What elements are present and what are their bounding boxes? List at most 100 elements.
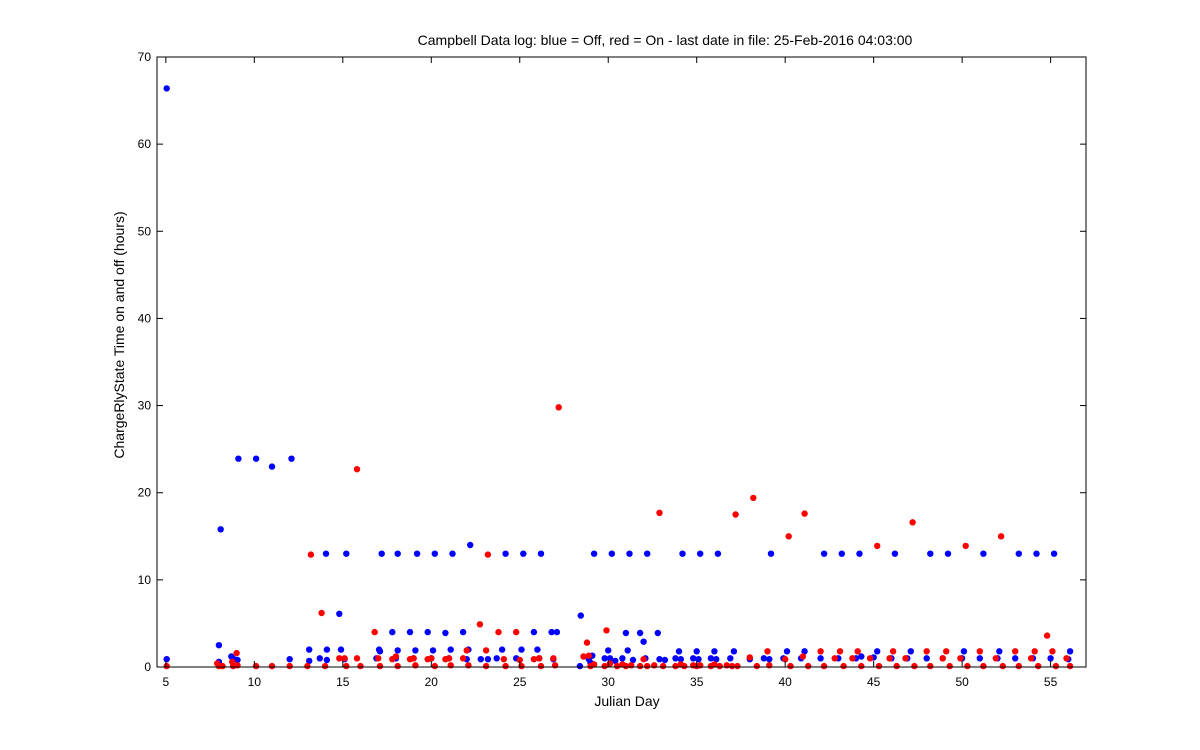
data-point-series-1-37	[463, 647, 470, 654]
data-point-series-1-63	[613, 662, 621, 670]
data-point-series-0-43	[459, 628, 467, 636]
data-point-series-0-95	[714, 550, 722, 557]
data-point-series-1-44	[500, 656, 507, 663]
data-point-series-1-103	[854, 648, 861, 655]
data-point-series-1-20	[357, 662, 364, 670]
data-point-series-1-86	[746, 654, 753, 661]
data-point-series-1-117	[943, 648, 950, 655]
data-point-series-1-95	[801, 510, 808, 517]
data-point-series-1-73	[672, 662, 679, 670]
data-point-series-0-51	[502, 550, 509, 557]
data-point-series-1-81	[716, 662, 723, 670]
data-point-series-0-27	[389, 628, 396, 636]
data-point-series-0-93	[707, 655, 715, 662]
x-tick-label-4: 25	[513, 675, 527, 689]
data-point-series-1-102	[849, 655, 856, 662]
data-point-series-1-108	[886, 655, 893, 662]
data-point-series-1-52	[550, 655, 557, 662]
data-point-series-1-38	[465, 662, 472, 669]
data-point-series-0-92	[695, 656, 702, 663]
x-tick-label-8: 45	[867, 675, 881, 689]
data-point-series-1-57	[585, 652, 592, 659]
data-point-series-0-44	[467, 541, 474, 549]
chart-title: Campbell Data log: blue = Off, red = On …	[418, 32, 913, 48]
data-point-series-1-66	[628, 662, 635, 669]
data-point-series-1-80	[711, 661, 718, 668]
y-tick-label-1: 10	[138, 573, 152, 587]
data-point-series-1-39	[476, 621, 484, 628]
data-point-series-1-115	[927, 662, 934, 670]
data-point-series-1-134	[1052, 662, 1060, 670]
data-point-series-1-28	[410, 655, 417, 662]
data-point-series-1-31	[428, 655, 435, 662]
data-point-series-1-111	[902, 655, 909, 662]
data-point-series-1-61	[603, 627, 610, 634]
data-point-series-0-56	[534, 646, 541, 653]
data-point-series-0-98	[730, 648, 738, 655]
data-point-series-0-85	[672, 655, 679, 662]
data-point-series-1-41	[484, 551, 492, 558]
y-tick-label-2: 20	[138, 486, 152, 500]
data-point-series-0-88	[677, 656, 684, 663]
data-point-series-0-71	[605, 647, 612, 654]
data-point-series-1-70	[651, 662, 658, 669]
data-point-series-0-96	[713, 656, 720, 663]
data-point-series-1-75	[681, 662, 688, 670]
data-point-series-1-32	[431, 662, 438, 670]
data-point-series-0-9	[252, 455, 260, 462]
data-point-series-0-74	[622, 629, 630, 637]
data-point-series-1-36	[459, 655, 467, 662]
data-point-series-0-57	[537, 550, 545, 557]
data-point-series-0-47	[477, 656, 484, 663]
data-point-series-1-26	[394, 662, 401, 670]
points-layer	[163, 85, 1074, 670]
data-point-series-1-132	[1043, 632, 1051, 639]
data-point-series-0-13	[306, 646, 313, 653]
data-point-series-0-36	[431, 550, 438, 557]
y-axis: 0 10 20 30 40 50 60 70	[138, 50, 1086, 674]
data-point-series-1-23	[376, 662, 384, 670]
data-point-series-1-3	[219, 662, 226, 670]
data-point-series-0-72	[612, 657, 619, 665]
data-point-series-0-103	[783, 648, 791, 655]
data-point-series-0-121	[927, 550, 934, 557]
data-point-series-1-91	[782, 656, 789, 663]
data-point-series-0-7	[234, 656, 241, 664]
data-point-series-0-79	[640, 638, 647, 645]
data-point-series-1-45	[502, 662, 509, 670]
data-point-series-0-94	[711, 648, 718, 655]
data-point-series-0-125	[960, 648, 968, 655]
data-point-series-1-105	[866, 655, 874, 662]
data-point-series-0-35	[424, 628, 431, 636]
data-point-series-0-55	[530, 628, 538, 636]
data-point-series-1-59	[590, 661, 598, 668]
data-point-series-0-107	[817, 655, 824, 662]
data-point-series-1-19	[353, 655, 361, 662]
data-point-series-0-131	[1015, 550, 1022, 557]
x-tick-label-9: 50	[955, 675, 969, 689]
data-point-series-0-25	[376, 648, 384, 655]
data-point-series-1-56	[583, 639, 591, 646]
data-point-series-1-84	[732, 511, 739, 518]
x-axis-label: Julian Day	[594, 693, 659, 709]
x-axis: 5 10 15 20 25 30 35 40 45 50 55	[163, 57, 1058, 689]
data-point-series-0-63	[576, 662, 584, 670]
plot-frame	[156, 56, 1087, 668]
data-point-series-1-130	[1031, 648, 1038, 655]
data-point-series-1-55	[580, 653, 587, 660]
data-point-series-1-0	[163, 662, 170, 670]
data-point-series-1-104	[858, 662, 865, 670]
data-point-series-0-3	[217, 526, 224, 533]
data-point-series-0-17	[323, 646, 331, 653]
data-point-series-1-106	[874, 542, 881, 550]
data-point-series-0-14	[306, 657, 313, 665]
data-point-series-1-127	[1012, 648, 1019, 655]
data-point-series-1-60	[601, 662, 608, 670]
data-point-series-1-65	[622, 662, 630, 670]
data-point-series-1-120	[962, 542, 969, 550]
data-point-series-0-137	[1066, 648, 1074, 655]
data-point-series-1-54	[555, 404, 562, 411]
data-point-series-0-33	[412, 647, 419, 654]
data-point-series-0-62	[577, 612, 584, 619]
